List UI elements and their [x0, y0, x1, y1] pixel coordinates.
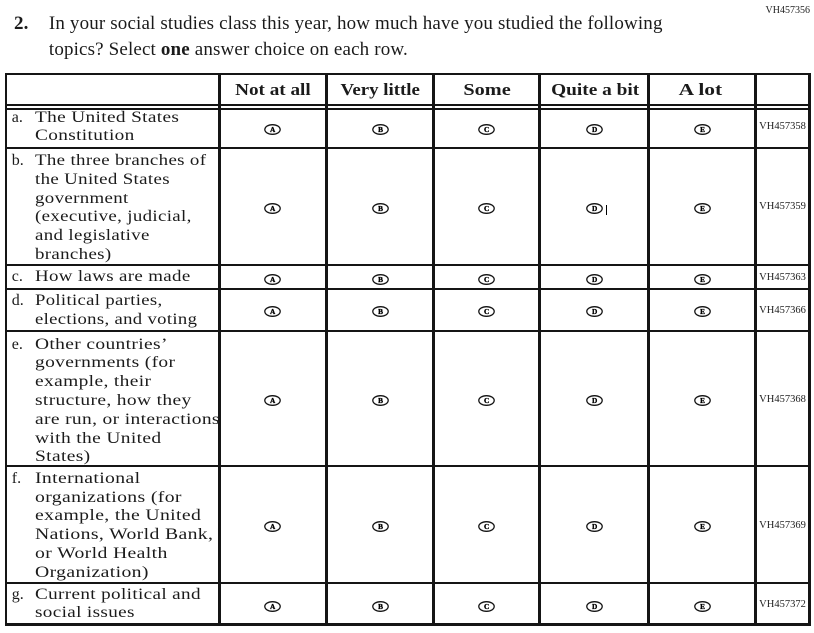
svg-text:E: E [700, 204, 705, 213]
svg-text:B: B [378, 204, 383, 213]
svg-text:D: D [592, 522, 597, 531]
svg-text:E: E [700, 307, 705, 316]
svg-text:D: D [592, 125, 597, 134]
svg-text:C: C [484, 204, 489, 213]
svg-text:E: E [700, 602, 705, 611]
svg-text:D: D [592, 307, 597, 316]
svg-text:C: C [484, 125, 489, 134]
svg-text:E: E [700, 125, 705, 134]
svg-text:B: B [378, 307, 383, 316]
svg-text:C: C [484, 602, 489, 611]
svg-text:A: A [270, 522, 276, 531]
svg-text:B: B [378, 275, 383, 284]
svg-text:B: B [378, 522, 383, 531]
svg-text:E: E [700, 522, 705, 531]
svg-text:D: D [592, 204, 597, 213]
svg-text:A: A [270, 125, 276, 134]
svg-text:C: C [484, 522, 489, 531]
svg-text:E: E [700, 396, 705, 405]
svg-text:B: B [378, 396, 383, 405]
svg-text:B: B [378, 125, 383, 134]
svg-text:D: D [592, 602, 597, 611]
svg-text:A: A [270, 396, 276, 405]
svg-text:A: A [270, 307, 276, 316]
svg-text:C: C [484, 396, 489, 405]
svg-text:A: A [270, 602, 276, 611]
svg-text:D: D [592, 396, 597, 405]
svg-text:A: A [270, 275, 276, 284]
svg-text:A: A [270, 204, 276, 213]
svg-text:C: C [484, 307, 489, 316]
svg-text:D: D [592, 275, 597, 284]
svg-text:B: B [378, 602, 383, 611]
svg-text:E: E [700, 275, 705, 284]
svg-text:C: C [484, 275, 489, 284]
